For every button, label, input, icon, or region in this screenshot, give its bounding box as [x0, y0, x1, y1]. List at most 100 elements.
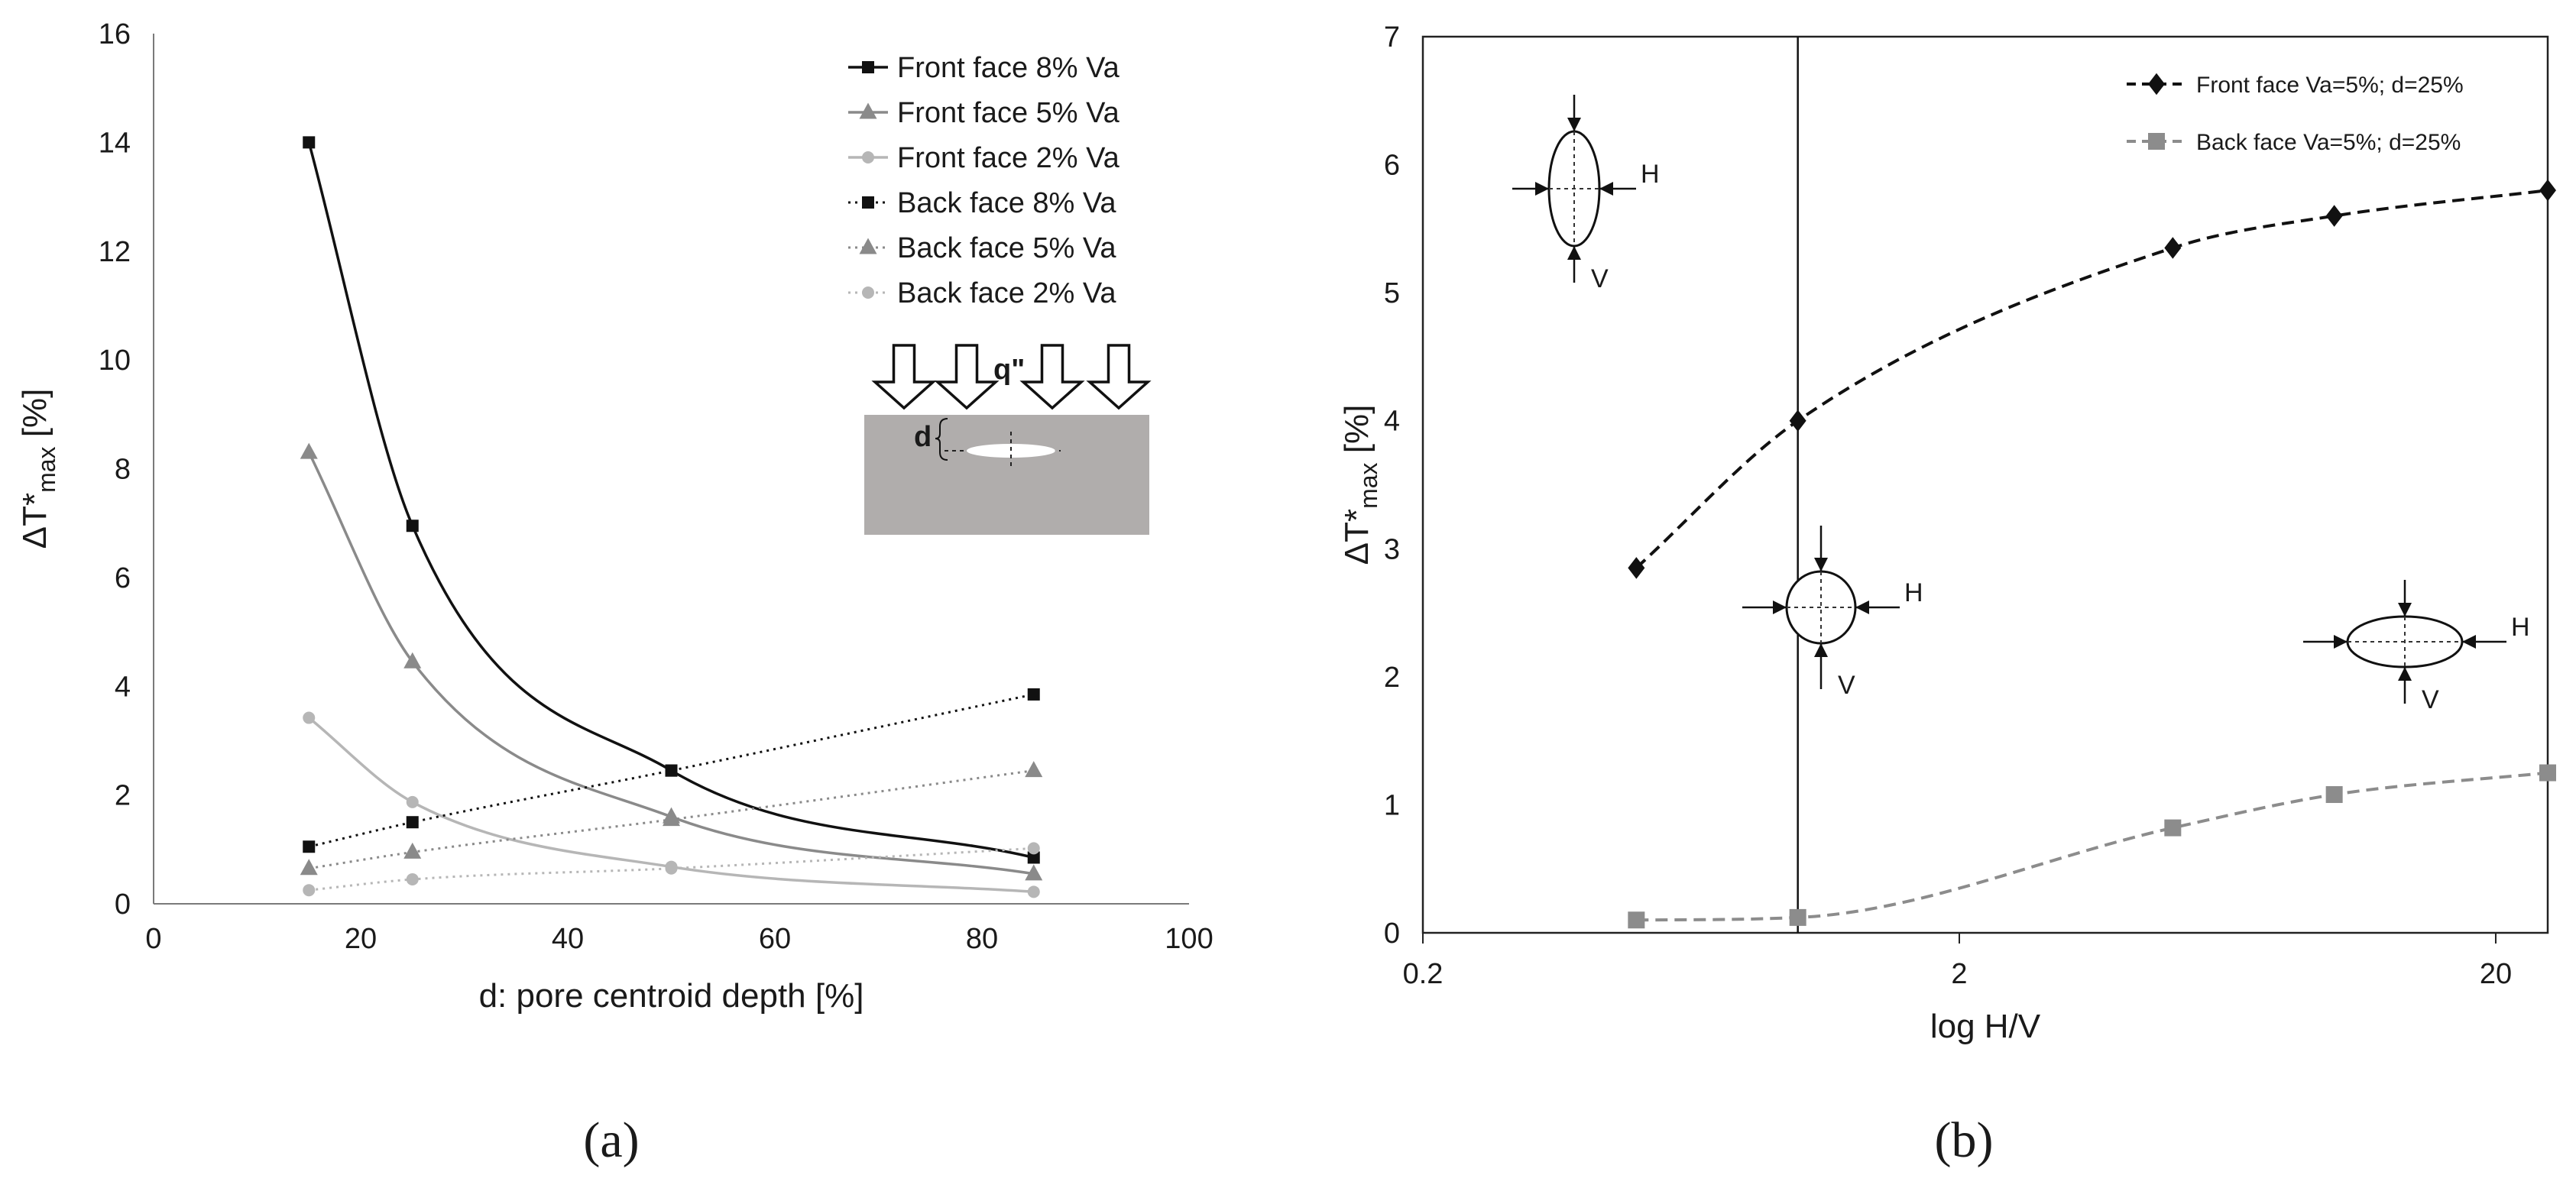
- label-h: H: [1641, 160, 1660, 189]
- x-axis-title: log H/V: [1930, 1008, 2041, 1045]
- x-tick-label: 20: [345, 923, 377, 955]
- flux-arrow: [1086, 344, 1152, 410]
- series-line: [307, 141, 1035, 859]
- legend-marker: [862, 286, 874, 299]
- y-tick-label: 12: [99, 236, 131, 268]
- legend-label: Back face 5% Va: [897, 232, 1116, 264]
- y-tick-label: 8: [115, 454, 131, 486]
- data-point: [1628, 557, 1645, 579]
- x-tick-label: 60: [759, 923, 791, 955]
- y-tick-label: 4: [1384, 406, 1400, 438]
- chart-a: 0 20 40 60 80 100 0 2 4 6 8 10 12 14 16 d: pore centroi…: [16, 18, 1213, 1168]
- arrow-head: [1814, 558, 1828, 571]
- x-tick-label: 20: [2480, 958, 2512, 990]
- data-point: [303, 840, 316, 853]
- flux-label: q": [993, 354, 1025, 386]
- data-point: [1027, 851, 1040, 864]
- arrow-head: [2334, 635, 2348, 649]
- legend-marker: [862, 61, 874, 73]
- data-point: [2539, 764, 2556, 782]
- data-point: [1027, 885, 1040, 898]
- y-tick-label: 4: [115, 671, 131, 703]
- depth-brace: [935, 418, 948, 461]
- x-tick-label: 0: [145, 923, 161, 955]
- pore-diagram-circle: HV: [1742, 526, 1923, 700]
- arrow-head: [1599, 182, 1613, 196]
- label-v: V: [1838, 671, 1855, 700]
- arrow-head: [1535, 182, 1549, 196]
- y-tick-label: 5: [1384, 277, 1400, 309]
- y-tick-label: 14: [99, 127, 131, 159]
- data-point: [1025, 864, 1043, 881]
- arrow-head: [1567, 118, 1581, 131]
- legend-marker: [2148, 73, 2165, 95]
- data-point: [2164, 237, 2182, 259]
- data-point: [1025, 761, 1043, 778]
- series-line: [308, 717, 1034, 894]
- data-point: [663, 810, 680, 827]
- data-point: [1027, 842, 1040, 855]
- legend-label: Front face 2% Va: [897, 142, 1120, 174]
- series-line: [309, 769, 1035, 870]
- data-point: [1628, 911, 1645, 929]
- panel-label: (b): [1935, 1112, 1994, 1168]
- x-tick-label: 0.2: [1403, 958, 1444, 990]
- inset-block: [864, 415, 1149, 535]
- arrow-head: [1567, 246, 1581, 260]
- y-axis-title-base: ΔT*: [1338, 509, 1375, 565]
- data-point: [665, 764, 678, 777]
- plot-frame: [1421, 35, 2549, 934]
- y-axis-title-unit: [%]: [16, 389, 53, 447]
- data-point: [2325, 786, 2343, 804]
- series-line: [309, 846, 1034, 892]
- legend-marker: [862, 196, 874, 209]
- pore-diagram-wide: HV: [2303, 580, 2530, 714]
- y-axis-title-base: ΔT*: [16, 493, 53, 549]
- legend-label: Back face Va=5%; d=25%: [2196, 130, 2461, 155]
- data-point: [1789, 409, 1806, 432]
- data-point: [406, 872, 419, 885]
- legend-label: Front face Va=5%; d=25%: [2196, 73, 2464, 98]
- arrow-head: [1814, 643, 1828, 657]
- y-axis-title-subscript: max: [33, 446, 60, 492]
- legend-label: Front face 5% Va: [897, 97, 1120, 129]
- inset-schematic: q" d: [864, 344, 1152, 535]
- legend-label: Back face 8% Va: [897, 187, 1116, 219]
- arrow-head: [1773, 600, 1787, 614]
- legend-marker: [2148, 133, 2165, 150]
- data-point: [303, 884, 316, 897]
- chart-b: 0.2 2 20 0 1 2 3 4 5 6 7 log H/V ΔT*max [%] Front fac…: [1338, 21, 2556, 1168]
- arrow-head: [1855, 600, 1869, 614]
- y-tick-label: 6: [115, 562, 131, 594]
- legend-label: Front face 8% Va: [897, 52, 1120, 84]
- data-point: [2325, 205, 2343, 227]
- legend-marker: [859, 102, 877, 119]
- y-tick-label: 0: [115, 889, 131, 921]
- y-tick-label: 6: [1384, 150, 1400, 182]
- data-point: [300, 442, 318, 459]
- flux-arrow: [871, 344, 937, 410]
- label-v: V: [1591, 264, 1609, 293]
- arrow-head: [2398, 603, 2412, 617]
- data-point: [406, 816, 419, 829]
- data-point: [406, 520, 419, 532]
- series-line: [1635, 189, 2548, 569]
- series-line: [307, 452, 1035, 876]
- y-tick-label: 0: [1384, 918, 1400, 950]
- data-point: [300, 859, 318, 876]
- y-tick-label: 2: [115, 780, 131, 812]
- data-point: [1789, 908, 1806, 926]
- legend-label: Back face 2% Va: [897, 277, 1116, 309]
- y-axis-title-unit: [%]: [1338, 405, 1375, 463]
- x-tick-label: 40: [552, 923, 584, 955]
- data-point: [403, 652, 422, 668]
- data-point: [665, 862, 678, 875]
- data-point: [1027, 688, 1040, 701]
- x-tick-label: 2: [1951, 958, 1967, 990]
- label-v: V: [2422, 685, 2439, 714]
- y-tick-label: 10: [99, 345, 131, 377]
- y-tick-label: 16: [99, 18, 131, 50]
- x-tick-label: 100: [1165, 923, 1213, 955]
- data-point: [2164, 819, 2182, 837]
